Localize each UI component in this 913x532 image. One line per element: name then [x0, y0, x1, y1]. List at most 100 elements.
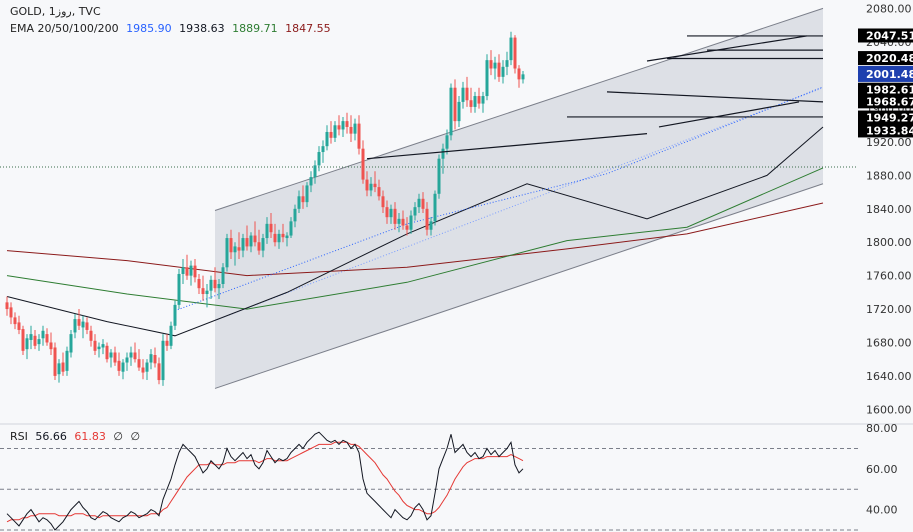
candle-body	[241, 238, 245, 251]
ema-legend: EMA 20/50/100/200 1985.90 1938.63 1889.7…	[10, 22, 335, 35]
candle-body	[485, 60, 489, 97]
candle-body	[213, 279, 217, 289]
candle-body	[61, 362, 65, 372]
candle-body	[433, 193, 437, 222]
candle-body	[445, 135, 449, 149]
candle-body	[325, 131, 329, 147]
candle-body	[317, 152, 321, 166]
ema-label: EMA 20/50/100/200	[10, 22, 119, 35]
candle-body	[501, 66, 505, 77]
rsi-line	[6, 431, 524, 531]
candle-body	[369, 183, 373, 191]
candle-body	[197, 278, 201, 289]
candle-body	[137, 359, 141, 368]
candle-body	[185, 267, 189, 276]
candle-body	[409, 215, 413, 230]
candle-body	[73, 319, 77, 333]
rsi-value: 56.66	[35, 430, 67, 443]
candle-body	[33, 335, 37, 346]
rsi-empty-1: ∅	[113, 430, 123, 443]
candle-body	[249, 235, 253, 247]
candle-body	[117, 360, 121, 371]
price-axis-tick: 2080.00	[866, 2, 912, 15]
candle-body	[13, 317, 17, 325]
candle-body	[461, 87, 465, 102]
trend-line	[646, 35, 808, 62]
candle-body	[261, 238, 265, 251]
channel-mid-line	[214, 87, 824, 321]
candle-body	[181, 267, 185, 274]
candle-body	[489, 60, 493, 69]
candle-body	[457, 101, 461, 122]
ema20-line	[174, 86, 824, 312]
candle-body	[145, 362, 149, 372]
candle-body	[421, 198, 425, 209]
candle-body	[337, 125, 341, 130]
candle-body	[225, 238, 229, 268]
candle-body	[149, 354, 153, 363]
candle-body	[65, 350, 69, 371]
price-axis-tick: 1760.00	[866, 270, 912, 283]
current-price-badge	[858, 65, 913, 82]
candle-body	[269, 223, 273, 233]
ema100-line	[6, 167, 824, 310]
candle-body	[173, 304, 177, 326]
trend-line	[366, 133, 648, 160]
level-badge-bg	[858, 123, 913, 138]
candle-body	[345, 121, 349, 127]
candle-body	[201, 288, 205, 295]
rsi-ma-line	[6, 441, 524, 523]
candle-body	[349, 126, 353, 134]
candle-body	[157, 363, 161, 381]
candle-body	[521, 74, 525, 80]
price-axis-tick: 1840.00	[866, 203, 912, 216]
candle-body	[413, 207, 417, 216]
candle-body	[253, 235, 257, 243]
candle-body	[85, 322, 89, 330]
candle-body	[425, 208, 429, 230]
candle-body	[285, 235, 289, 239]
ema100-value: 1889.71	[232, 22, 278, 35]
candle-body	[509, 37, 513, 61]
candle-body	[169, 325, 173, 346]
candle-body	[177, 273, 181, 305]
candle-body	[221, 267, 225, 284]
candle-body	[273, 233, 277, 243]
candle-body	[57, 363, 61, 375]
candle-body	[265, 223, 269, 239]
candle-body	[21, 329, 25, 351]
level-badge-bg	[858, 110, 913, 125]
candle-body	[113, 352, 117, 363]
candle-body	[373, 183, 377, 188]
candle-body	[281, 233, 285, 238]
candle-body	[389, 208, 393, 218]
candle-body	[237, 247, 241, 251]
candle-body	[297, 196, 301, 209]
candle-body	[313, 165, 317, 178]
candle-body	[465, 87, 469, 101]
candles-group	[5, 31, 525, 386]
candle-body	[437, 158, 441, 194]
price-axis-tick: 1800.00	[866, 236, 912, 249]
candle-body	[229, 238, 233, 253]
regression-channel-fill	[215, 8, 823, 389]
level-badge-bg	[858, 28, 913, 43]
candle-body	[209, 279, 213, 291]
candle-body	[17, 322, 21, 330]
candle-body	[293, 208, 297, 222]
rsi-empty-2: ∅	[130, 430, 141, 443]
level-badge-text: 2020.48	[866, 52, 913, 65]
candle-body	[393, 208, 397, 224]
candle-body	[517, 68, 521, 80]
candle-body	[385, 207, 389, 218]
candle-body	[341, 121, 345, 130]
candle-body	[405, 225, 409, 230]
level-badge-text: 1968.67	[866, 95, 913, 108]
candle-body	[469, 100, 473, 107]
candle-body	[397, 218, 401, 224]
candle-body	[277, 233, 281, 243]
channel-lower-line	[214, 183, 824, 389]
candle-body	[161, 340, 165, 381]
candle-body	[101, 344, 105, 348]
